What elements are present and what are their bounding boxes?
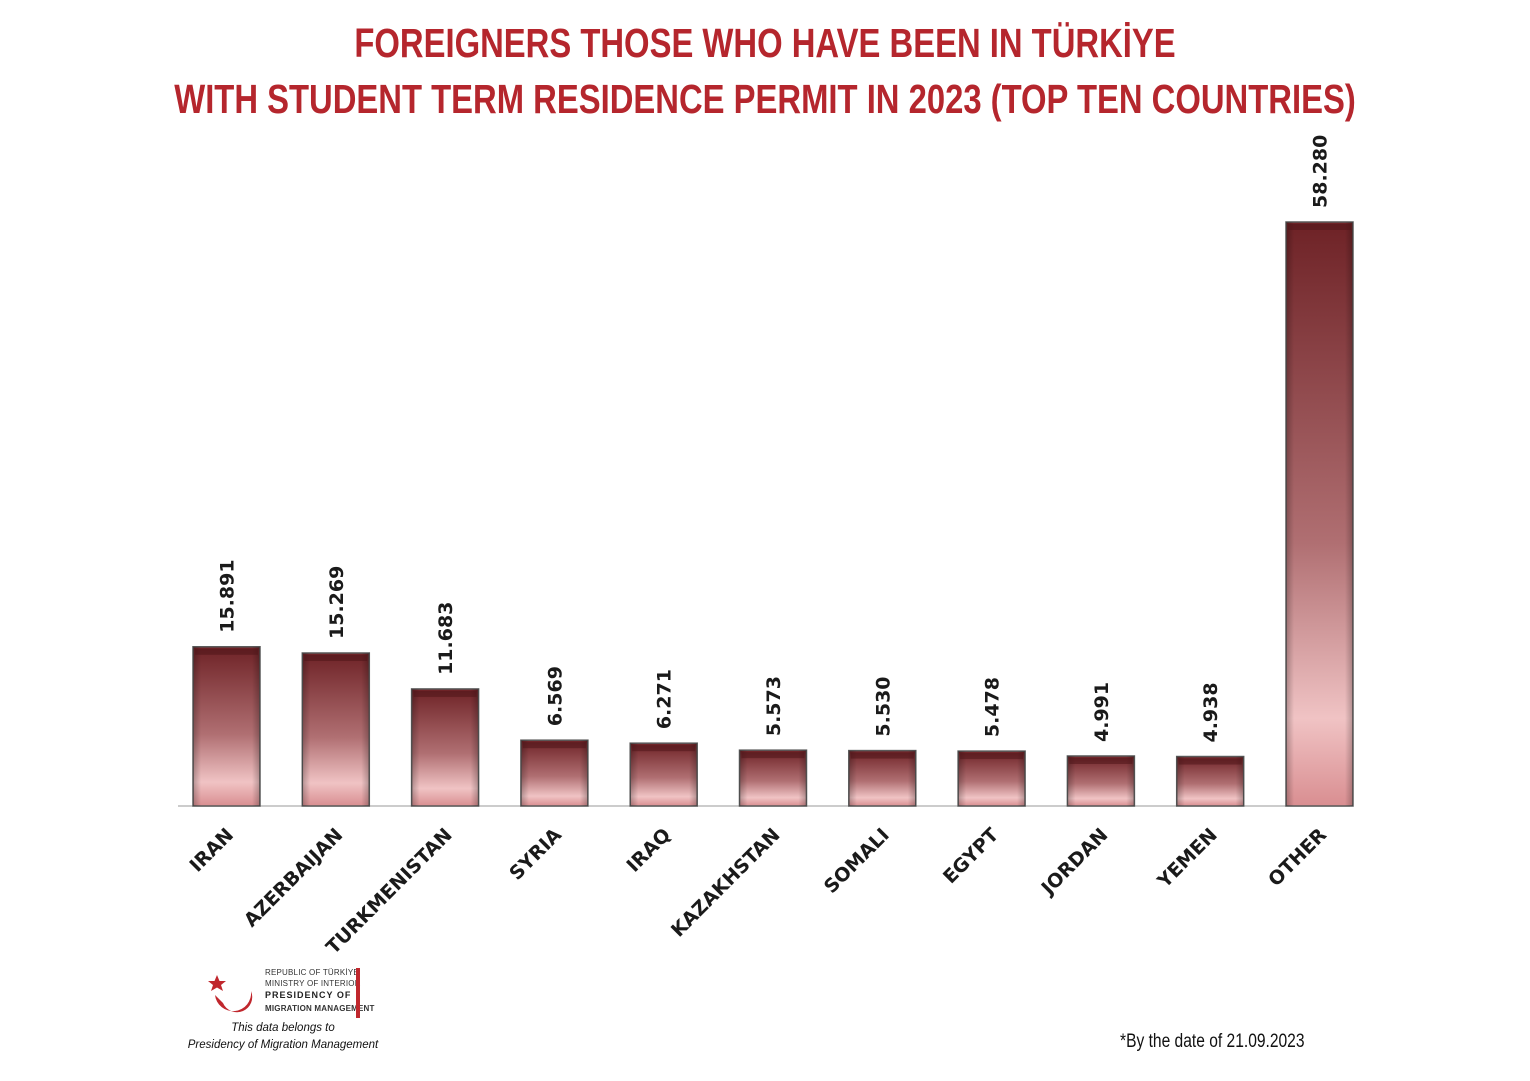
category-label-iran: IRAN — [185, 824, 238, 877]
logo-line-4: MIGRATION MANAGEMENT — [265, 1004, 375, 1013]
bar-cap-turkmenistan — [413, 690, 477, 697]
value-label-syria: 6.569 — [544, 666, 566, 726]
category-label-somali: SOMALI — [820, 824, 894, 898]
bar-shade-other — [1286, 222, 1353, 806]
value-label-kazakhstan: 5.573 — [763, 676, 785, 736]
category-label-yemen: YEMEN — [1153, 824, 1222, 893]
value-label-somali: 5.530 — [872, 676, 894, 736]
bar-cap-jordan — [1069, 757, 1133, 764]
value-label-yemen: 4.938 — [1200, 682, 1222, 742]
bar-cap-syria — [522, 742, 586, 749]
logo-line-2: MINISTRY OF INTERIOR — [265, 979, 361, 988]
value-label-azerbaijan: 15.269 — [326, 566, 348, 639]
bar-shade-kazakhstan — [739, 750, 807, 806]
value-label-turkmenistan: 11.683 — [435, 602, 457, 675]
logo-divider — [356, 968, 360, 1018]
chart-title-line-1: FOREIGNERS THOSE WHO HAVE BEEN IN TÜRKİY… — [354, 20, 1176, 66]
bar-cap-yemen — [1178, 758, 1242, 765]
bar-shade-iran — [193, 646, 260, 806]
logo-line-1: REPUBLIC OF TÜRKİYE — [265, 968, 359, 977]
category-label-iraq: IRAQ — [623, 824, 676, 877]
value-label-jordan: 4.991 — [1091, 682, 1113, 742]
crescent-star-icon — [208, 975, 253, 1013]
credit-line-2: Presidency of Migration Management — [187, 1039, 379, 1051]
ministry-logo: REPUBLIC OF TÜRKİYE MINISTRY OF INTERIOR… — [205, 965, 374, 1055]
bar-cap-iran — [195, 648, 258, 655]
bar-shade-jordan — [1067, 755, 1135, 806]
category-label-azerbaijan: AZERBAIJAN — [240, 824, 348, 932]
category-label-egypt: EGYPT — [939, 824, 1003, 888]
category-label-kazakhstan: KAZAKHSTAN — [667, 824, 785, 942]
bar-shade-somali — [848, 750, 916, 806]
value-label-other: 58.280 — [1310, 135, 1332, 208]
bar-shade-egypt — [958, 751, 1026, 806]
value-label-iran: 15.891 — [217, 559, 239, 632]
value-label-egypt: 5.478 — [982, 677, 1004, 737]
bar-cap-kazakhstan — [741, 752, 805, 759]
bar-chart: 15.891IRAN15.269AZERBAIJAN11.683TURKMENI… — [178, 135, 1354, 959]
bar-shade-syria — [520, 740, 588, 806]
date-footnote: *By the date of 21.09.2023 — [1120, 1031, 1305, 1052]
bar-cap-other — [1288, 224, 1351, 230]
bar-shade-iraq — [630, 743, 698, 806]
bar-shade-azerbaijan — [302, 652, 370, 806]
bar-cap-somali — [850, 752, 914, 759]
bar-shade-turkmenistan — [411, 688, 479, 806]
bar-cap-iraq — [632, 745, 696, 752]
category-label-syria: SYRIA — [505, 824, 566, 885]
logo-line-3: PRESIDENCY OF — [265, 990, 352, 1000]
credit-line-1: This data belongs to — [231, 1022, 335, 1034]
category-label-jordan: JORDAN — [1036, 824, 1113, 901]
bar-shade-yemen — [1176, 756, 1244, 806]
value-label-iraq: 6.271 — [654, 669, 676, 729]
chart-title-line-2: WITH STUDENT TERM RESIDENCE PERMIT IN 20… — [174, 76, 1356, 122]
bar-cap-azerbaijan — [304, 654, 368, 661]
category-label-other: OTHER — [1264, 824, 1331, 891]
bar-cap-egypt — [960, 753, 1024, 760]
